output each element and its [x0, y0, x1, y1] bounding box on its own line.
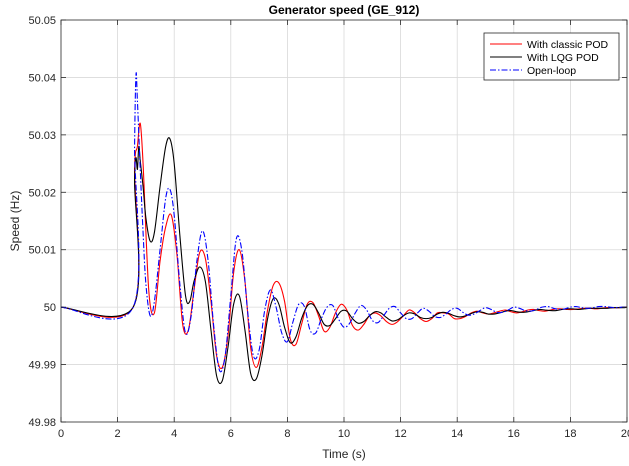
x-tick-label: 4 — [171, 428, 177, 440]
grid — [61, 20, 627, 422]
y-ticks: 49.98 49.99 50 50.01 50.02 50.03 50.04 50.05 — [28, 15, 627, 429]
x-tick-label: 18 — [564, 428, 576, 440]
y-tick-label: 50.04 — [28, 72, 56, 84]
chart-title: Generator speed (GE_912) — [269, 3, 420, 17]
y-axis-label: Speed (Hz) — [8, 191, 22, 252]
series-line-2 — [60, 72, 628, 373]
x-tick-label: 14 — [451, 428, 463, 440]
y-tick-label: 49.99 — [28, 360, 56, 372]
x-tick-label: 6 — [228, 428, 234, 440]
x-axis-label: Time (s) — [322, 447, 366, 461]
x-tick-label: 0 — [58, 428, 64, 440]
x-ticks: 0 2 4 6 8 10 12 14 16 18 20 — [58, 20, 629, 440]
y-tick-label: 50.03 — [28, 130, 56, 142]
y-tick-label: 49.98 — [28, 417, 56, 429]
y-tick-label: 50.02 — [28, 187, 56, 199]
x-tick-label: 8 — [284, 428, 290, 440]
x-tick-label: 12 — [394, 428, 406, 440]
y-tick-label: 50 — [44, 302, 56, 314]
series-lines — [60, 72, 628, 385]
x-tick-label: 20 — [621, 428, 629, 440]
y-tick-label: 50.01 — [28, 245, 56, 257]
legend-label-0: With classic POD — [527, 39, 609, 51]
x-tick-label: 10 — [338, 428, 350, 440]
x-tick-label: 16 — [508, 428, 520, 440]
legend-label-1: With LQG POD — [527, 52, 599, 64]
legend-label-2: Open-loop — [527, 65, 576, 77]
series-line-1 — [60, 137, 628, 385]
y-tick-label: 50.05 — [28, 15, 56, 27]
x-tick-label: 2 — [115, 428, 121, 440]
